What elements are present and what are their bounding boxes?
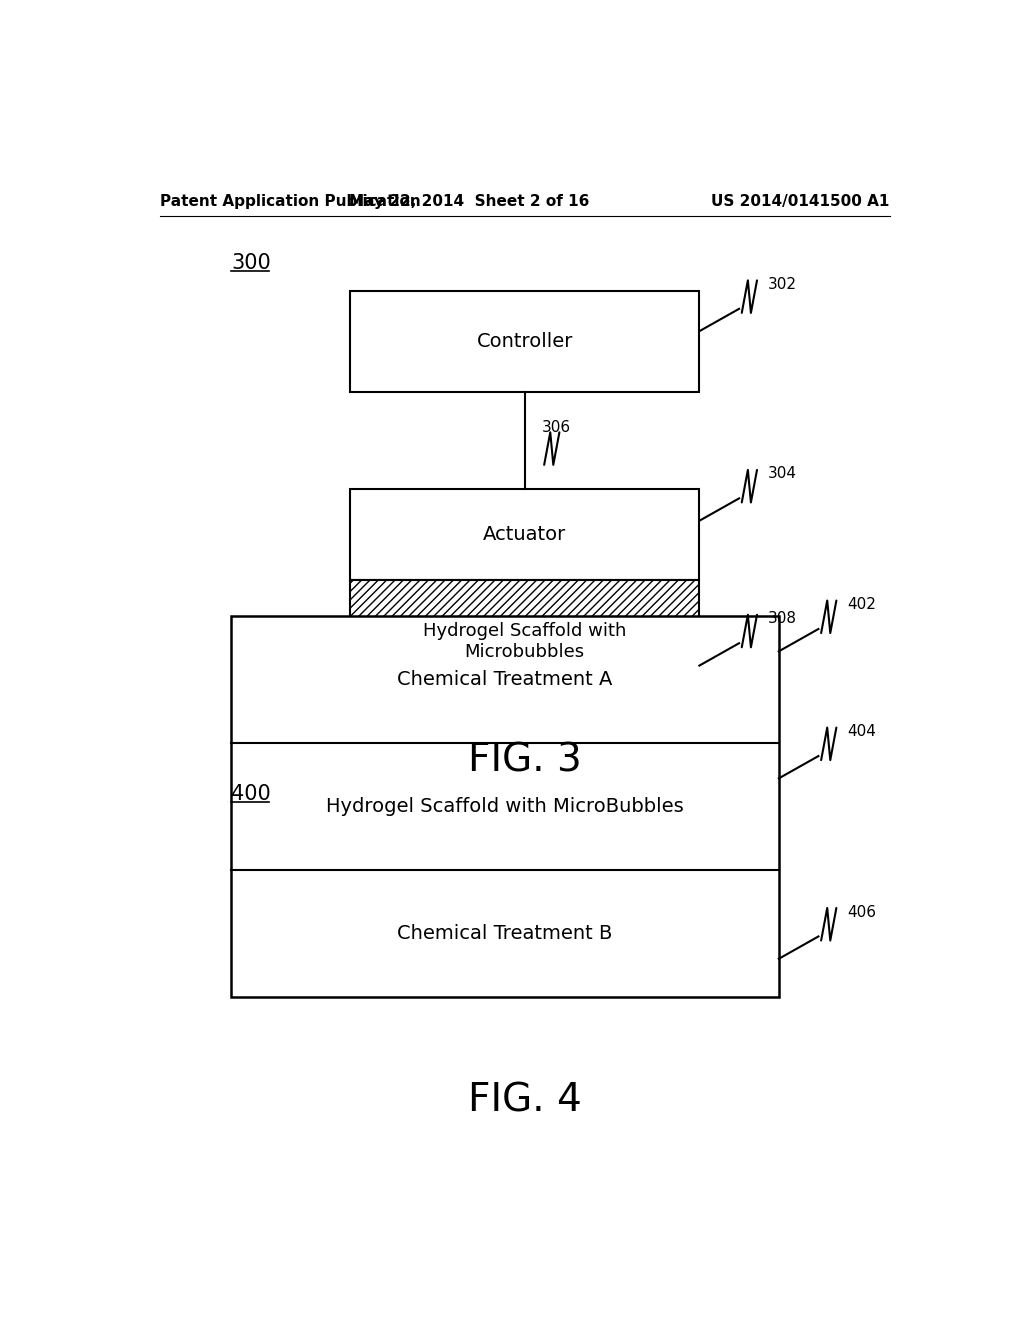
Bar [350,488,699,581]
Bar [350,290,699,392]
Text: 406: 406 [847,904,876,920]
Bar [350,581,699,702]
Text: Controller: Controller [476,331,573,351]
Text: FIG. 4: FIG. 4 [468,1081,582,1119]
Text: 300: 300 [231,253,271,273]
Text: 400: 400 [231,784,271,804]
Text: 404: 404 [847,725,876,739]
Text: Chemical Treatment B: Chemical Treatment B [397,924,612,942]
Text: 306: 306 [543,420,571,436]
Text: 308: 308 [768,611,797,626]
Bar [231,615,778,997]
Text: Actuator: Actuator [483,525,566,544]
Text: Hydrogel Scaffold with
Microbubbles: Hydrogel Scaffold with Microbubbles [423,622,627,660]
Text: 304: 304 [768,466,797,482]
Text: US 2014/0141500 A1: US 2014/0141500 A1 [712,194,890,209]
Text: 402: 402 [847,597,876,612]
Text: FIG. 3: FIG. 3 [468,741,582,779]
Text: Chemical Treatment A: Chemical Treatment A [397,669,612,689]
Text: Hydrogel Scaffold with MicroBubbles: Hydrogel Scaffold with MicroBubbles [326,797,684,816]
Text: May 22, 2014  Sheet 2 of 16: May 22, 2014 Sheet 2 of 16 [349,194,590,209]
Text: 302: 302 [768,277,797,292]
Text: Patent Application Publication: Patent Application Publication [160,194,421,209]
